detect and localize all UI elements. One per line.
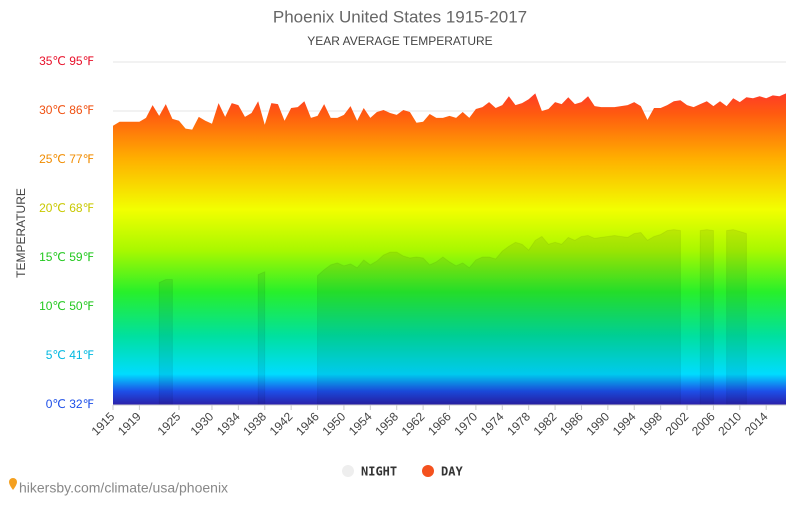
y-tick-label: 0℃ 32℉ (46, 397, 94, 411)
y-tick-label: 25℃ 77℉ (39, 152, 94, 166)
x-tick-label: 1946 (293, 409, 322, 438)
x-tick-label: 1950 (320, 409, 349, 438)
x-tick-label: 1958 (372, 409, 401, 438)
x-tick-label: 1942 (267, 409, 296, 438)
x-tick-label: 1938 (240, 409, 269, 438)
x-tick-label: 1966 (425, 409, 454, 438)
x-tick-label: 1925 (155, 409, 184, 438)
x-tick-label: 1974 (478, 409, 507, 438)
x-tick-label: 1919 (115, 409, 144, 438)
x-tick-label: 1990 (583, 409, 612, 438)
x-tick-label: 1986 (557, 409, 586, 438)
source-link[interactable]: hikersby.com/climate/usa/phoenix (19, 480, 228, 496)
pin-icon (9, 478, 17, 490)
area-1 (158, 229, 747, 406)
y-tick-label: 20℃ 68℉ (39, 201, 94, 215)
x-tick-label: 2006 (689, 409, 718, 438)
x-tick-label: 1954 (346, 409, 375, 438)
x-tick-label: 1962 (399, 409, 428, 438)
x-tick-label: 1978 (504, 409, 533, 438)
x-tick-label: 2014 (742, 409, 771, 438)
x-tick-label: 1998 (636, 409, 665, 438)
y-tick-label: 35℃ 95℉ (39, 54, 94, 68)
y-tick-label: 30℃ 86℉ (39, 103, 94, 117)
y-tick-label: 15℃ 59℉ (39, 250, 94, 264)
legend-label: NIGHT (361, 465, 397, 479)
legend-label: DAY (441, 465, 463, 479)
x-tick-label: 1982 (531, 409, 560, 438)
x-tick-label: 1930 (188, 409, 217, 438)
night-shade (159, 229, 747, 405)
x-tick-label: 2002 (663, 409, 692, 438)
x-tick-label: 2010 (715, 409, 744, 438)
y-axis-label: TEMPERATURE (14, 188, 28, 278)
legend-marker (342, 465, 354, 477)
x-tick-label: 1915 (89, 409, 118, 438)
chart-title: Phoenix United States 1915-2017 (273, 7, 527, 26)
chart-subtitle: YEAR AVERAGE TEMPERATURE (307, 34, 492, 48)
x-tick-label: 1934 (214, 409, 243, 438)
y-tick-label: 10℃ 50℉ (39, 299, 94, 313)
x-tick-label: 1970 (451, 409, 480, 438)
y-tick-label: 5℃ 41℉ (46, 348, 94, 362)
x-tick-label: 1994 (610, 409, 639, 438)
legend-marker (422, 465, 434, 477)
